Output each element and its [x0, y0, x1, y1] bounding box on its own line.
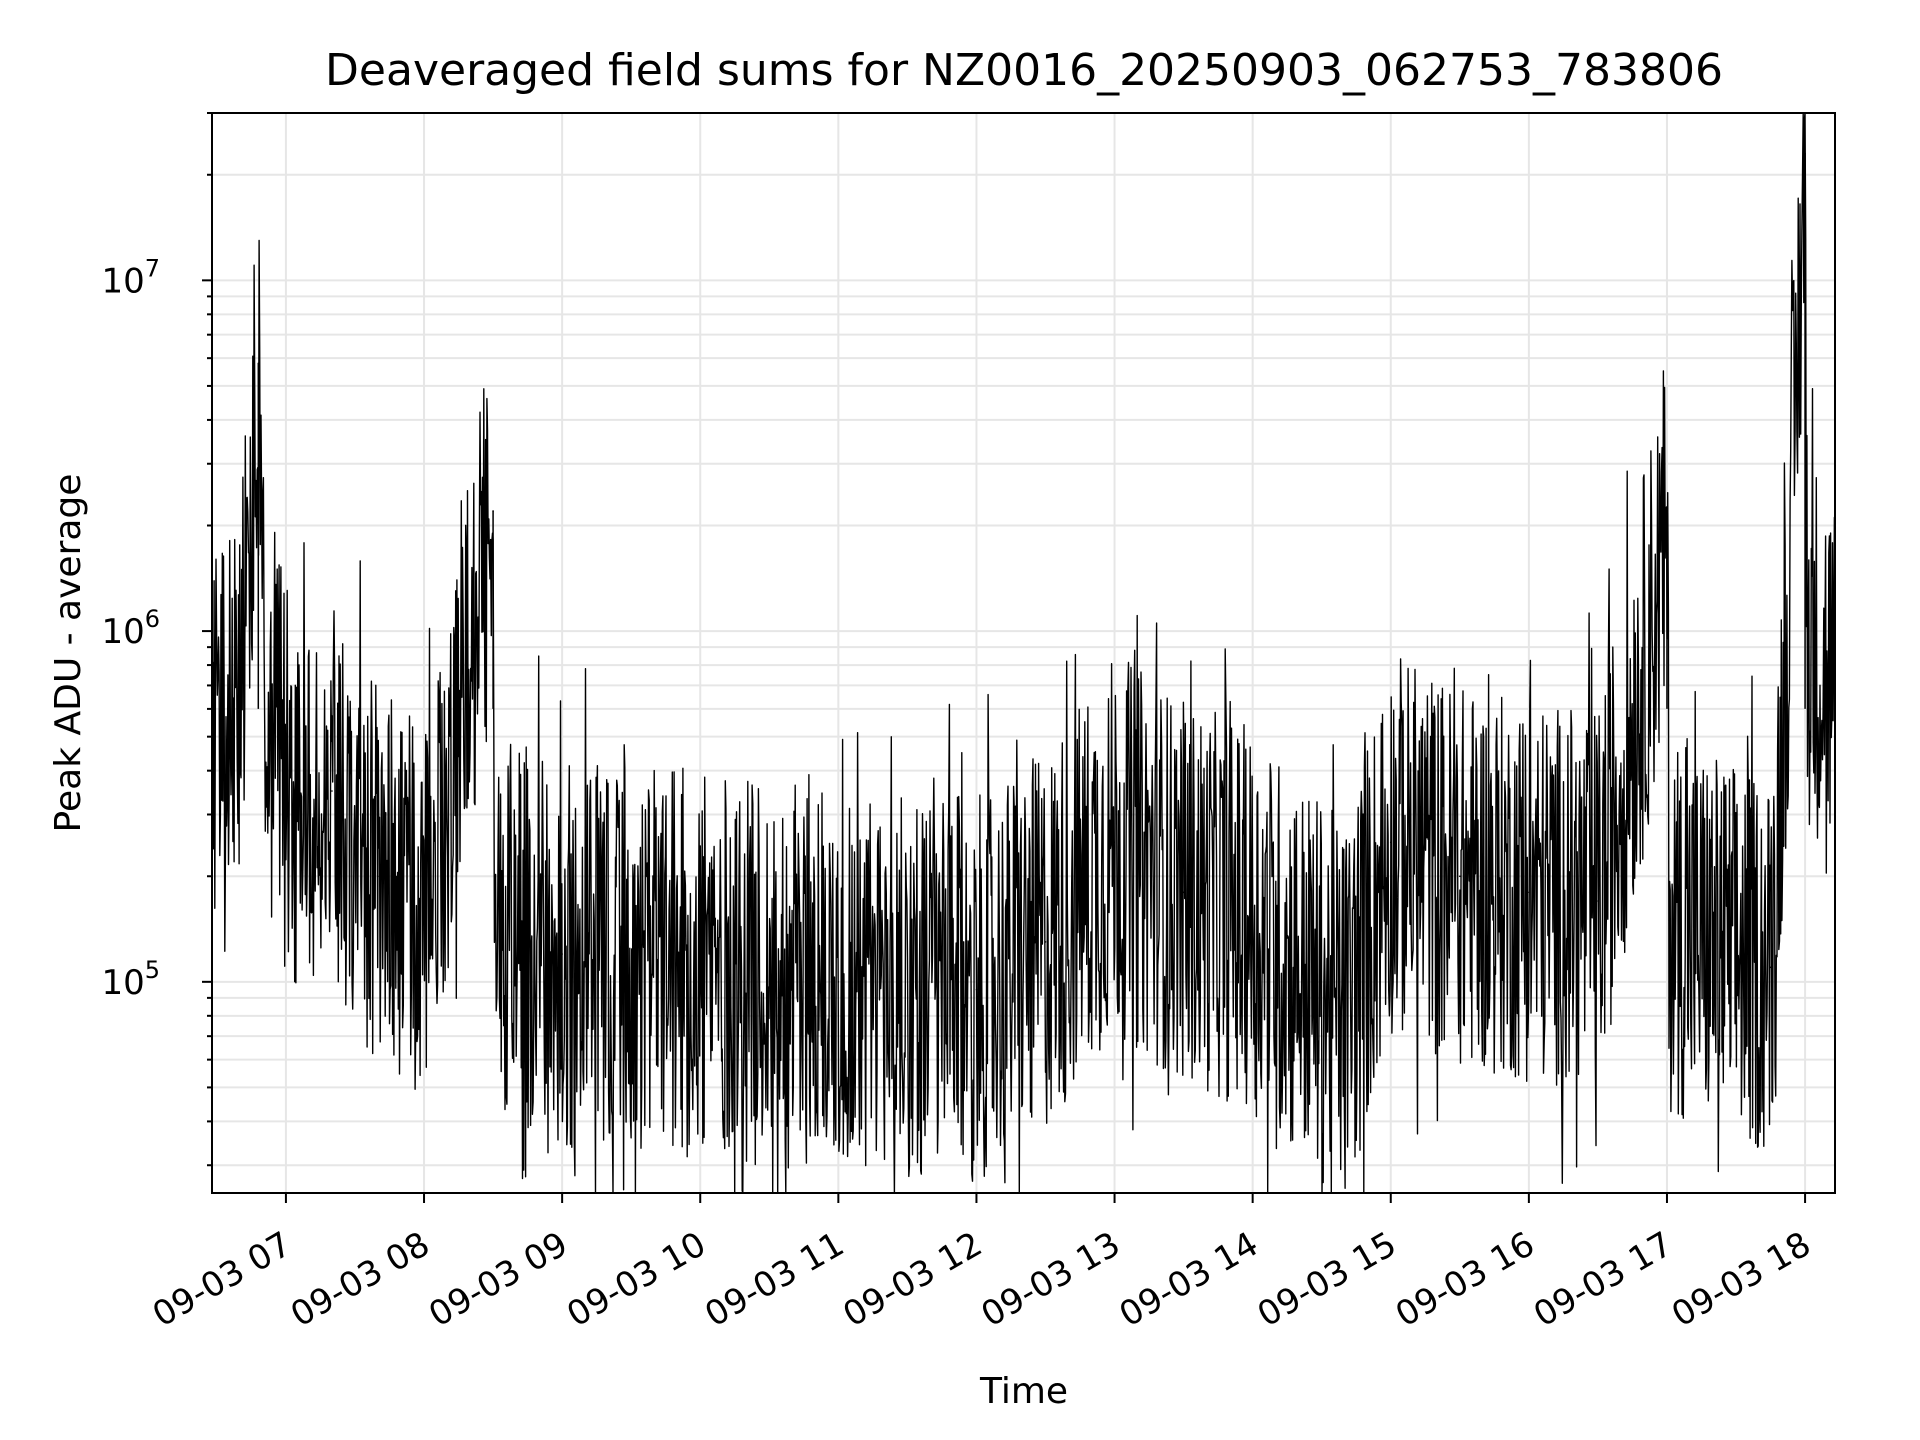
data-point	[699, 966, 702, 969]
data-point	[1389, 841, 1392, 844]
y-tick-exponent: 5	[145, 956, 160, 984]
data-point	[1769, 966, 1772, 969]
x-tick-label: 09-03 16	[1389, 1224, 1541, 1335]
x-tick-label: 09-03 09	[422, 1224, 574, 1335]
x-tick-label: 09-03 08	[284, 1224, 436, 1335]
data-point	[561, 953, 563, 955]
x-tick-label: 09-03 18	[1665, 1224, 1817, 1335]
y-tick-label: 106	[101, 605, 160, 652]
x-tick-label: 09-03 17	[1527, 1224, 1679, 1335]
x-tick-label: 09-03 12	[837, 1224, 989, 1335]
data-point	[423, 919, 425, 921]
data-point	[296, 813, 299, 816]
y-tick-exponent: 6	[145, 605, 160, 633]
data-point	[975, 988, 978, 991]
y-tick-label: 107	[101, 254, 160, 301]
x-tick-label: 09-03 13	[975, 1224, 1127, 1335]
data-point	[1597, 900, 1599, 902]
chart-title: Deaveraged field sums for NZ0016_2025090…	[325, 45, 1723, 96]
data-point	[1343, 1015, 1346, 1017]
data-point	[1528, 891, 1530, 894]
x-tick-label: 09-03 11	[698, 1224, 850, 1335]
y-axis-label: Peak ADU - average	[48, 474, 89, 833]
x-tick-label: 09-03 15	[1251, 1224, 1403, 1335]
data-point	[1251, 919, 1254, 921]
data-point	[1668, 919, 1671, 921]
data-point	[1044, 941, 1047, 943]
y-tick-exponent: 7	[145, 254, 160, 282]
y-tick-label: 105	[101, 956, 160, 1003]
data-point	[239, 684, 241, 687]
x-tick-label: 09-03 14	[1113, 1224, 1265, 1335]
series-trace	[211, 112, 1836, 1194]
data-point	[1459, 875, 1461, 878]
data-point	[1113, 841, 1116, 844]
data-point	[273, 708, 276, 710]
x-tick-label: 09-03 07	[146, 1224, 298, 1335]
data-point	[1806, 630, 1809, 632]
data-point	[331, 790, 333, 792]
data-point	[494, 919, 497, 921]
data-point	[1735, 953, 1737, 955]
series-line	[212, 112, 1836, 1194]
data-point	[837, 981, 840, 983]
x-tick-label: 09-03 10	[560, 1224, 712, 1335]
data-point	[266, 769, 269, 772]
data-point	[377, 875, 379, 878]
plot-frame	[211, 112, 1836, 1194]
x-axis-label: Time	[979, 1371, 1068, 1412]
data-point	[1785, 646, 1788, 648]
data-point	[1182, 891, 1185, 894]
